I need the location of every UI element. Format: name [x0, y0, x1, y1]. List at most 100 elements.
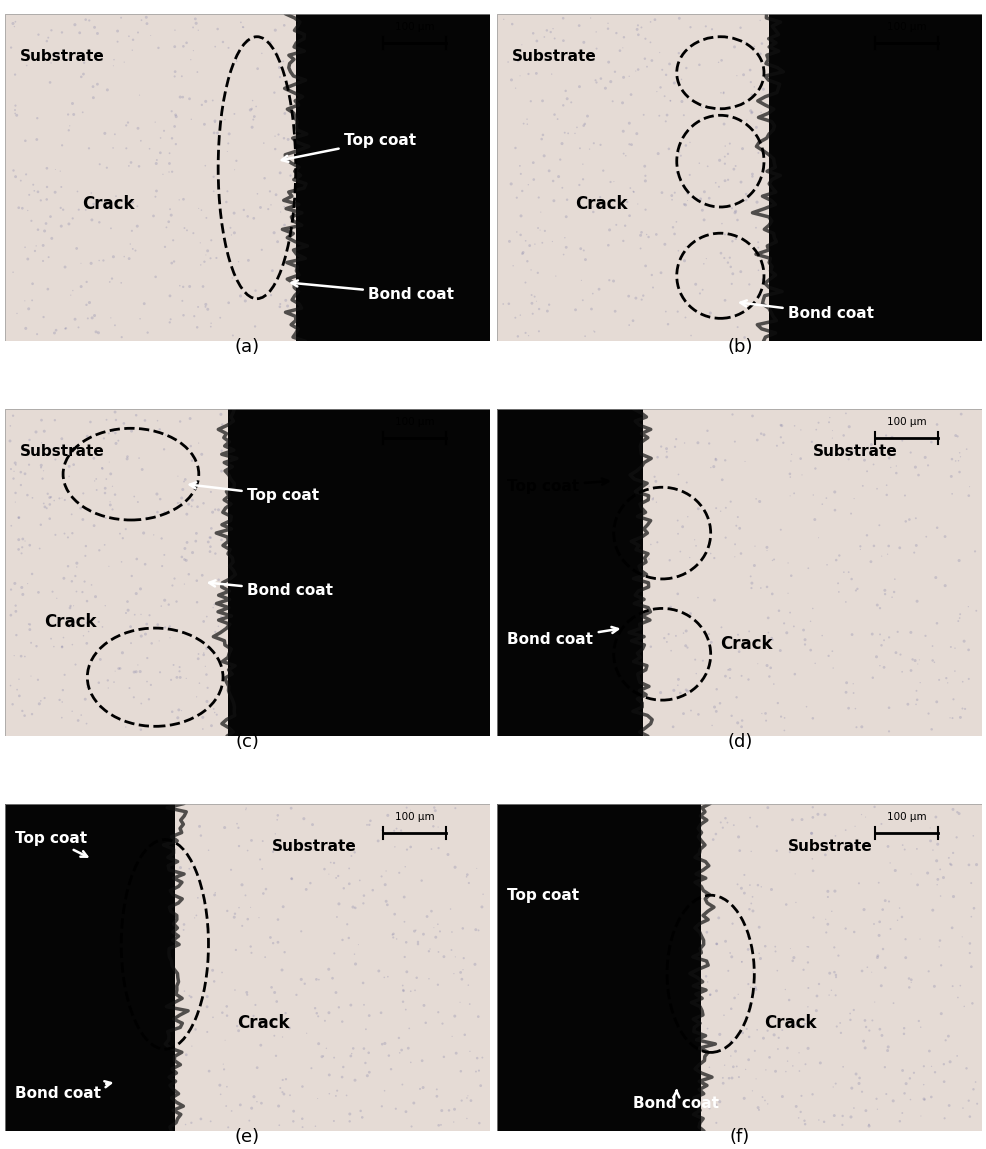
Point [285, 1102, 301, 1120]
Point [534, 92, 550, 110]
Point [226, 908, 242, 926]
Point [928, 693, 944, 711]
Point [263, 195, 279, 214]
Point [271, 1116, 287, 1134]
Text: (f): (f) [729, 1128, 749, 1147]
Point [314, 1048, 329, 1066]
Point [29, 130, 44, 148]
Point [769, 962, 785, 980]
Point [545, 192, 561, 210]
Point [501, 294, 517, 313]
Point [734, 1024, 749, 1042]
Point [731, 642, 746, 661]
Point [185, 224, 201, 242]
Point [282, 167, 298, 185]
Point [394, 993, 410, 1011]
Point [207, 113, 223, 131]
Point [525, 304, 540, 323]
Point [962, 957, 978, 976]
Point [797, 631, 812, 649]
Point [877, 958, 892, 977]
Point [716, 1056, 732, 1074]
Point [663, 597, 678, 616]
Point [938, 669, 953, 687]
Point [724, 232, 740, 250]
Point [585, 202, 600, 221]
Point [869, 596, 884, 615]
Text: Crack: Crack [763, 1013, 815, 1032]
Point [25, 291, 40, 309]
Point [727, 432, 742, 450]
Point [921, 819, 937, 838]
Point [207, 884, 223, 902]
Point [824, 658, 840, 677]
Point [64, 635, 80, 654]
Point [727, 156, 742, 175]
Point [741, 876, 757, 894]
Point [758, 538, 774, 556]
Point [175, 88, 190, 107]
Point [729, 210, 744, 229]
Point [665, 218, 680, 237]
Point [632, 226, 648, 245]
Point [642, 638, 658, 656]
Point [763, 880, 779, 899]
Point [460, 874, 476, 893]
Point [129, 550, 145, 569]
Point [592, 188, 607, 207]
Point [756, 1092, 772, 1110]
Point [163, 671, 178, 689]
Point [108, 199, 124, 217]
Point [861, 1021, 877, 1040]
Point [871, 1020, 886, 1039]
Text: Substrate: Substrate [271, 839, 356, 854]
Point [30, 183, 45, 201]
Point [749, 876, 765, 894]
Point [651, 44, 667, 62]
Point [740, 1050, 755, 1069]
Point [805, 486, 820, 504]
Point [334, 931, 350, 949]
Point [880, 893, 896, 911]
Point [36, 222, 52, 240]
Point [734, 711, 749, 730]
Point [173, 87, 188, 106]
Point [472, 1077, 488, 1095]
Point [77, 547, 93, 565]
Point [265, 842, 281, 861]
Point [698, 249, 714, 268]
Point [721, 134, 737, 153]
Point [244, 831, 259, 849]
Point [842, 1011, 858, 1030]
Point [119, 593, 135, 611]
Point [78, 537, 94, 555]
Point [759, 609, 775, 627]
Point [716, 225, 732, 244]
Point [8, 13, 24, 31]
Point [952, 404, 968, 423]
Point [39, 280, 55, 299]
Point [25, 275, 40, 293]
Point [430, 976, 446, 994]
Point [749, 238, 765, 256]
Point [883, 429, 899, 447]
Point [759, 1021, 775, 1040]
Point [725, 1057, 740, 1075]
Point [797, 1015, 812, 1033]
Point [88, 587, 104, 606]
Point [893, 908, 909, 926]
Point [209, 124, 225, 142]
Point [103, 309, 118, 327]
Point [398, 840, 414, 858]
Point [927, 808, 943, 826]
Point [342, 1047, 358, 1065]
Point [816, 846, 832, 864]
Point [189, 318, 205, 337]
Point [653, 438, 669, 456]
Point [447, 948, 462, 966]
Point [797, 1055, 812, 1073]
Point [213, 608, 229, 626]
Point [176, 190, 191, 208]
Point [785, 617, 801, 635]
Point [843, 570, 859, 588]
